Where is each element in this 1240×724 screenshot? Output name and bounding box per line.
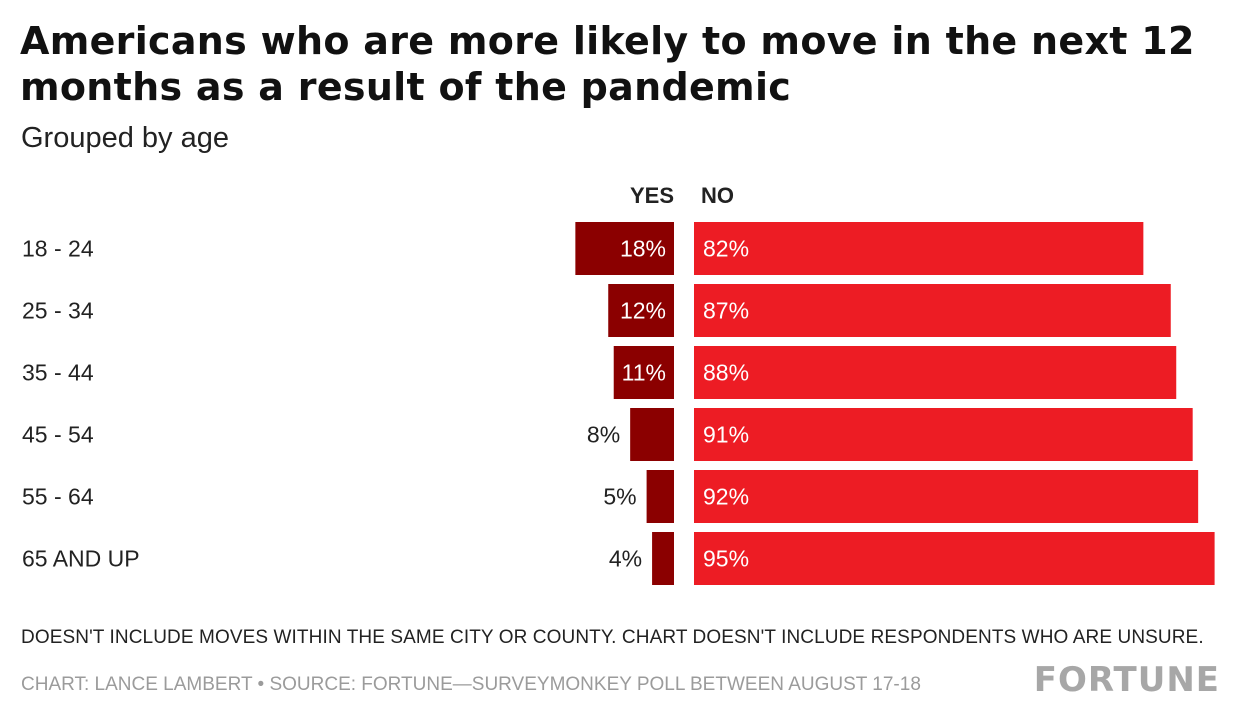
category-label: 55 - 64 [22, 484, 94, 510]
diverging-bar-chart: YES NO 18 - 24 18% 82% 25 - 34 12% 87% 35 - 44 11… [22, 183, 1215, 585]
chart-note: DOESN'T INCLUDE MOVES WITHIN THE SAME CI… [21, 627, 1204, 648]
no-value-label: 88% [703, 360, 749, 386]
yes-bar [608, 284, 674, 337]
no-bar [694, 532, 1215, 585]
no-value-label: 87% [703, 298, 749, 324]
no-value-label: 91% [703, 422, 749, 448]
yes-value-label: 11% [622, 360, 666, 386]
chart-title: Americans who are more likely to move in… [20, 19, 1195, 109]
no-value-label: 92% [703, 484, 749, 510]
yes-bar [613, 346, 674, 399]
category-label: 35 - 44 [22, 360, 94, 386]
chart-subtitle: Grouped by age [21, 122, 229, 154]
category-label: 45 - 54 [22, 422, 94, 448]
yes-value-label: 18% [620, 236, 666, 262]
chart-credit: CHART: LANCE LAMBERT • SOURCE: FORTUNE—S… [21, 674, 921, 695]
no-value-label: 82% [703, 236, 749, 262]
yes-value-label: 4% [609, 546, 642, 572]
no-bar [694, 284, 1171, 337]
yes-value-label: 8% [587, 422, 620, 448]
yes-value-label: 5% [603, 484, 636, 510]
category-label: 18 - 24 [22, 236, 94, 262]
yes-value-label: 12% [620, 298, 666, 324]
yes-bar [630, 408, 674, 461]
yes-column-header: YES [630, 183, 674, 208]
no-bar [694, 222, 1144, 275]
yes-bar [646, 470, 674, 523]
no-column-header: NO [701, 183, 734, 208]
no-value-label: 95% [703, 546, 749, 572]
no-bar [694, 346, 1177, 399]
no-bar [694, 408, 1193, 461]
category-label: 65 AND UP [22, 546, 140, 572]
no-bar [694, 470, 1199, 523]
yes-bar [652, 532, 674, 585]
fortune-logo: FORTUNE [1033, 660, 1220, 700]
yes-bar [575, 222, 674, 275]
category-label: 25 - 34 [22, 298, 94, 324]
